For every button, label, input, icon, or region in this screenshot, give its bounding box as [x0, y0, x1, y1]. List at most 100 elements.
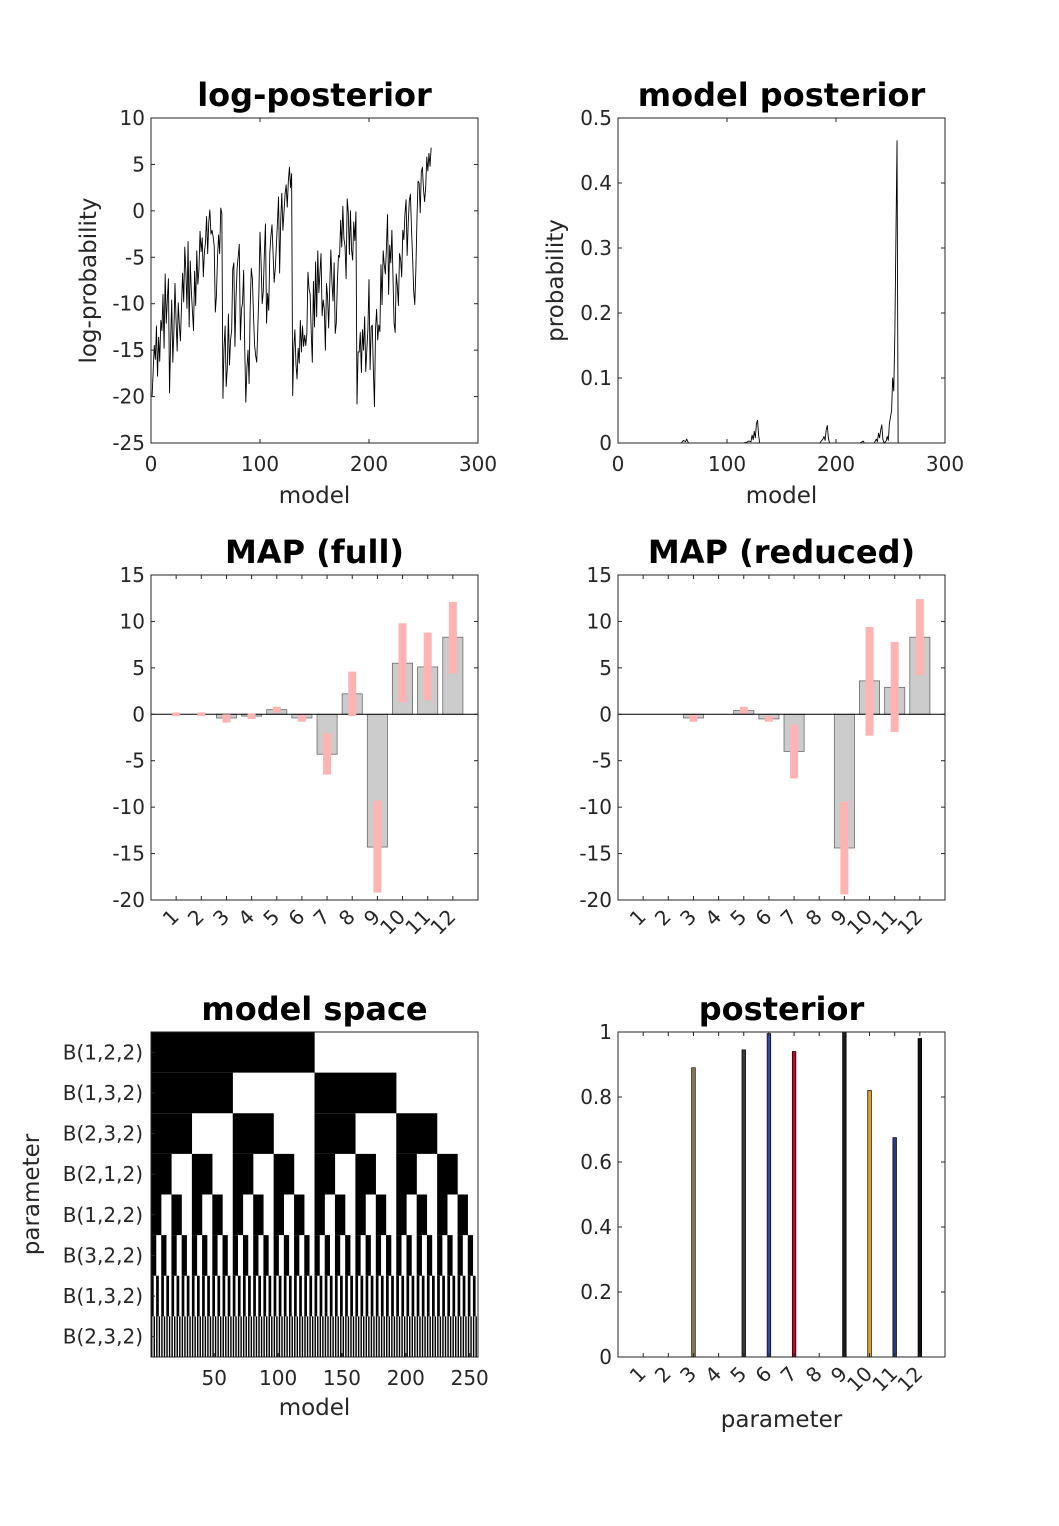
model-space-cell	[391, 1316, 393, 1357]
model-space-cell	[250, 1316, 253, 1357]
model-space-cell	[345, 1235, 351, 1276]
model-space-cell	[217, 1316, 219, 1357]
model-space-cell	[396, 1113, 438, 1154]
model-space-cell	[311, 1316, 314, 1357]
y-tick-label: 0.6	[580, 1150, 612, 1174]
chart-title: model space	[201, 990, 427, 1028]
row-label: B(1,2,2)	[63, 1040, 143, 1064]
model-space-cell	[161, 1275, 164, 1317]
model-space-cell	[225, 1316, 227, 1357]
x-tick-label: 150	[323, 1366, 361, 1390]
x-tick-label: 100	[241, 452, 279, 476]
y-tick-label: 0.5	[580, 106, 612, 130]
row-label: B(1,2,2)	[63, 1203, 143, 1227]
x-axis-label: model	[746, 483, 818, 509]
model-space-cell	[263, 1316, 265, 1357]
model-space-cell	[462, 1316, 465, 1357]
model-space-cell	[263, 1275, 267, 1317]
model-space-cell	[421, 1275, 425, 1317]
x-tick-label: 0	[145, 452, 158, 476]
y-tick-label: 0	[599, 702, 612, 726]
model-space-cell	[432, 1275, 435, 1317]
model-space-cell	[237, 1275, 241, 1317]
series-line	[151, 147, 432, 408]
model-space-cell	[276, 1316, 278, 1357]
bar	[867, 1090, 872, 1358]
model-space-cell	[288, 1275, 292, 1317]
model-space-cell	[403, 1316, 406, 1357]
model-space-cell	[334, 1275, 338, 1317]
model-space-cell	[248, 1275, 251, 1317]
model-space-cell	[314, 1072, 397, 1114]
chart-title: log-posterior	[197, 76, 432, 114]
model-space-cell	[345, 1275, 348, 1317]
x-tick-label: 3	[208, 905, 234, 931]
model-space-cell	[296, 1316, 299, 1357]
model-space-cell	[271, 1316, 273, 1357]
y-tick-label: 0	[599, 431, 612, 455]
model-space-cell	[222, 1275, 226, 1317]
x-axis-label: model	[279, 1395, 351, 1421]
model-space-cell	[437, 1235, 443, 1276]
model-space-cell	[406, 1316, 408, 1357]
y-tick-label: 1	[599, 1020, 612, 1044]
panel-model-space: B(1,2,2) B(1,3,2) B(2,3,2) B(2,1,2) B(1,2,2)…	[19, 990, 489, 1421]
model-space-cell	[288, 1316, 291, 1357]
model-space-cell	[232, 1275, 236, 1317]
y-tick-label: 0.4	[580, 1215, 612, 1239]
model-space-cell	[416, 1194, 428, 1236]
model-space-cell	[396, 1194, 407, 1236]
model-space-cell	[299, 1316, 301, 1357]
x-tick-label: 3	[675, 905, 701, 931]
y-tick-label: -20	[112, 385, 145, 409]
y-tick-label: -20	[579, 888, 612, 912]
model-space-cell	[212, 1235, 218, 1276]
model-space-cell	[204, 1316, 207, 1357]
model-space-cell	[378, 1316, 380, 1357]
model-space-cell	[332, 1316, 334, 1357]
model-space-cell	[176, 1275, 180, 1317]
model-space-cell	[294, 1275, 297, 1317]
model-space-cell	[191, 1153, 213, 1195]
bar	[791, 1051, 797, 1358]
model-space-cell	[401, 1275, 405, 1317]
model-space-cell	[319, 1316, 322, 1357]
x-axis-label: model	[279, 483, 351, 509]
model-space-cell	[181, 1235, 187, 1276]
model-space-cell	[184, 1316, 186, 1357]
x-tick-label: 100	[708, 452, 746, 476]
model-space-cell	[158, 1316, 161, 1357]
y-tick-label: 0.8	[580, 1085, 612, 1109]
model-space-cell	[334, 1194, 346, 1236]
model-space-cell	[475, 1316, 477, 1357]
model-space-cell	[437, 1316, 439, 1357]
y-tick-label: 0	[132, 702, 145, 726]
model-space-cell	[324, 1316, 327, 1357]
y-tick-label: -10	[112, 795, 145, 819]
x-tick-label: 8	[334, 905, 360, 931]
model-space-cell	[294, 1194, 305, 1236]
model-space-cell	[360, 1316, 362, 1357]
model-space-cell	[363, 1316, 365, 1357]
model-space-cell	[263, 1235, 269, 1276]
model-space-cell	[191, 1316, 194, 1357]
y-axis-label: probability	[543, 219, 569, 342]
axes-box	[617, 117, 946, 444]
y-tick-label: 0	[132, 199, 145, 223]
model-space-cell	[472, 1316, 475, 1357]
axes-box	[617, 574, 946, 901]
y-tick-label: 15	[587, 563, 612, 587]
y-tick-label: -10	[579, 795, 612, 819]
model-space-cell	[457, 1235, 463, 1276]
y-tick-label: 15	[120, 563, 145, 587]
model-space-cell	[429, 1316, 431, 1357]
model-space-cell	[260, 1316, 263, 1357]
model-space-cell	[212, 1194, 223, 1236]
model-space-cell	[219, 1316, 222, 1357]
model-space-cell	[273, 1275, 277, 1317]
x-tick-label: 100	[259, 1366, 297, 1390]
model-space-cell	[467, 1275, 471, 1317]
model-space-cell	[457, 1275, 461, 1317]
model-space-cell	[396, 1316, 398, 1357]
